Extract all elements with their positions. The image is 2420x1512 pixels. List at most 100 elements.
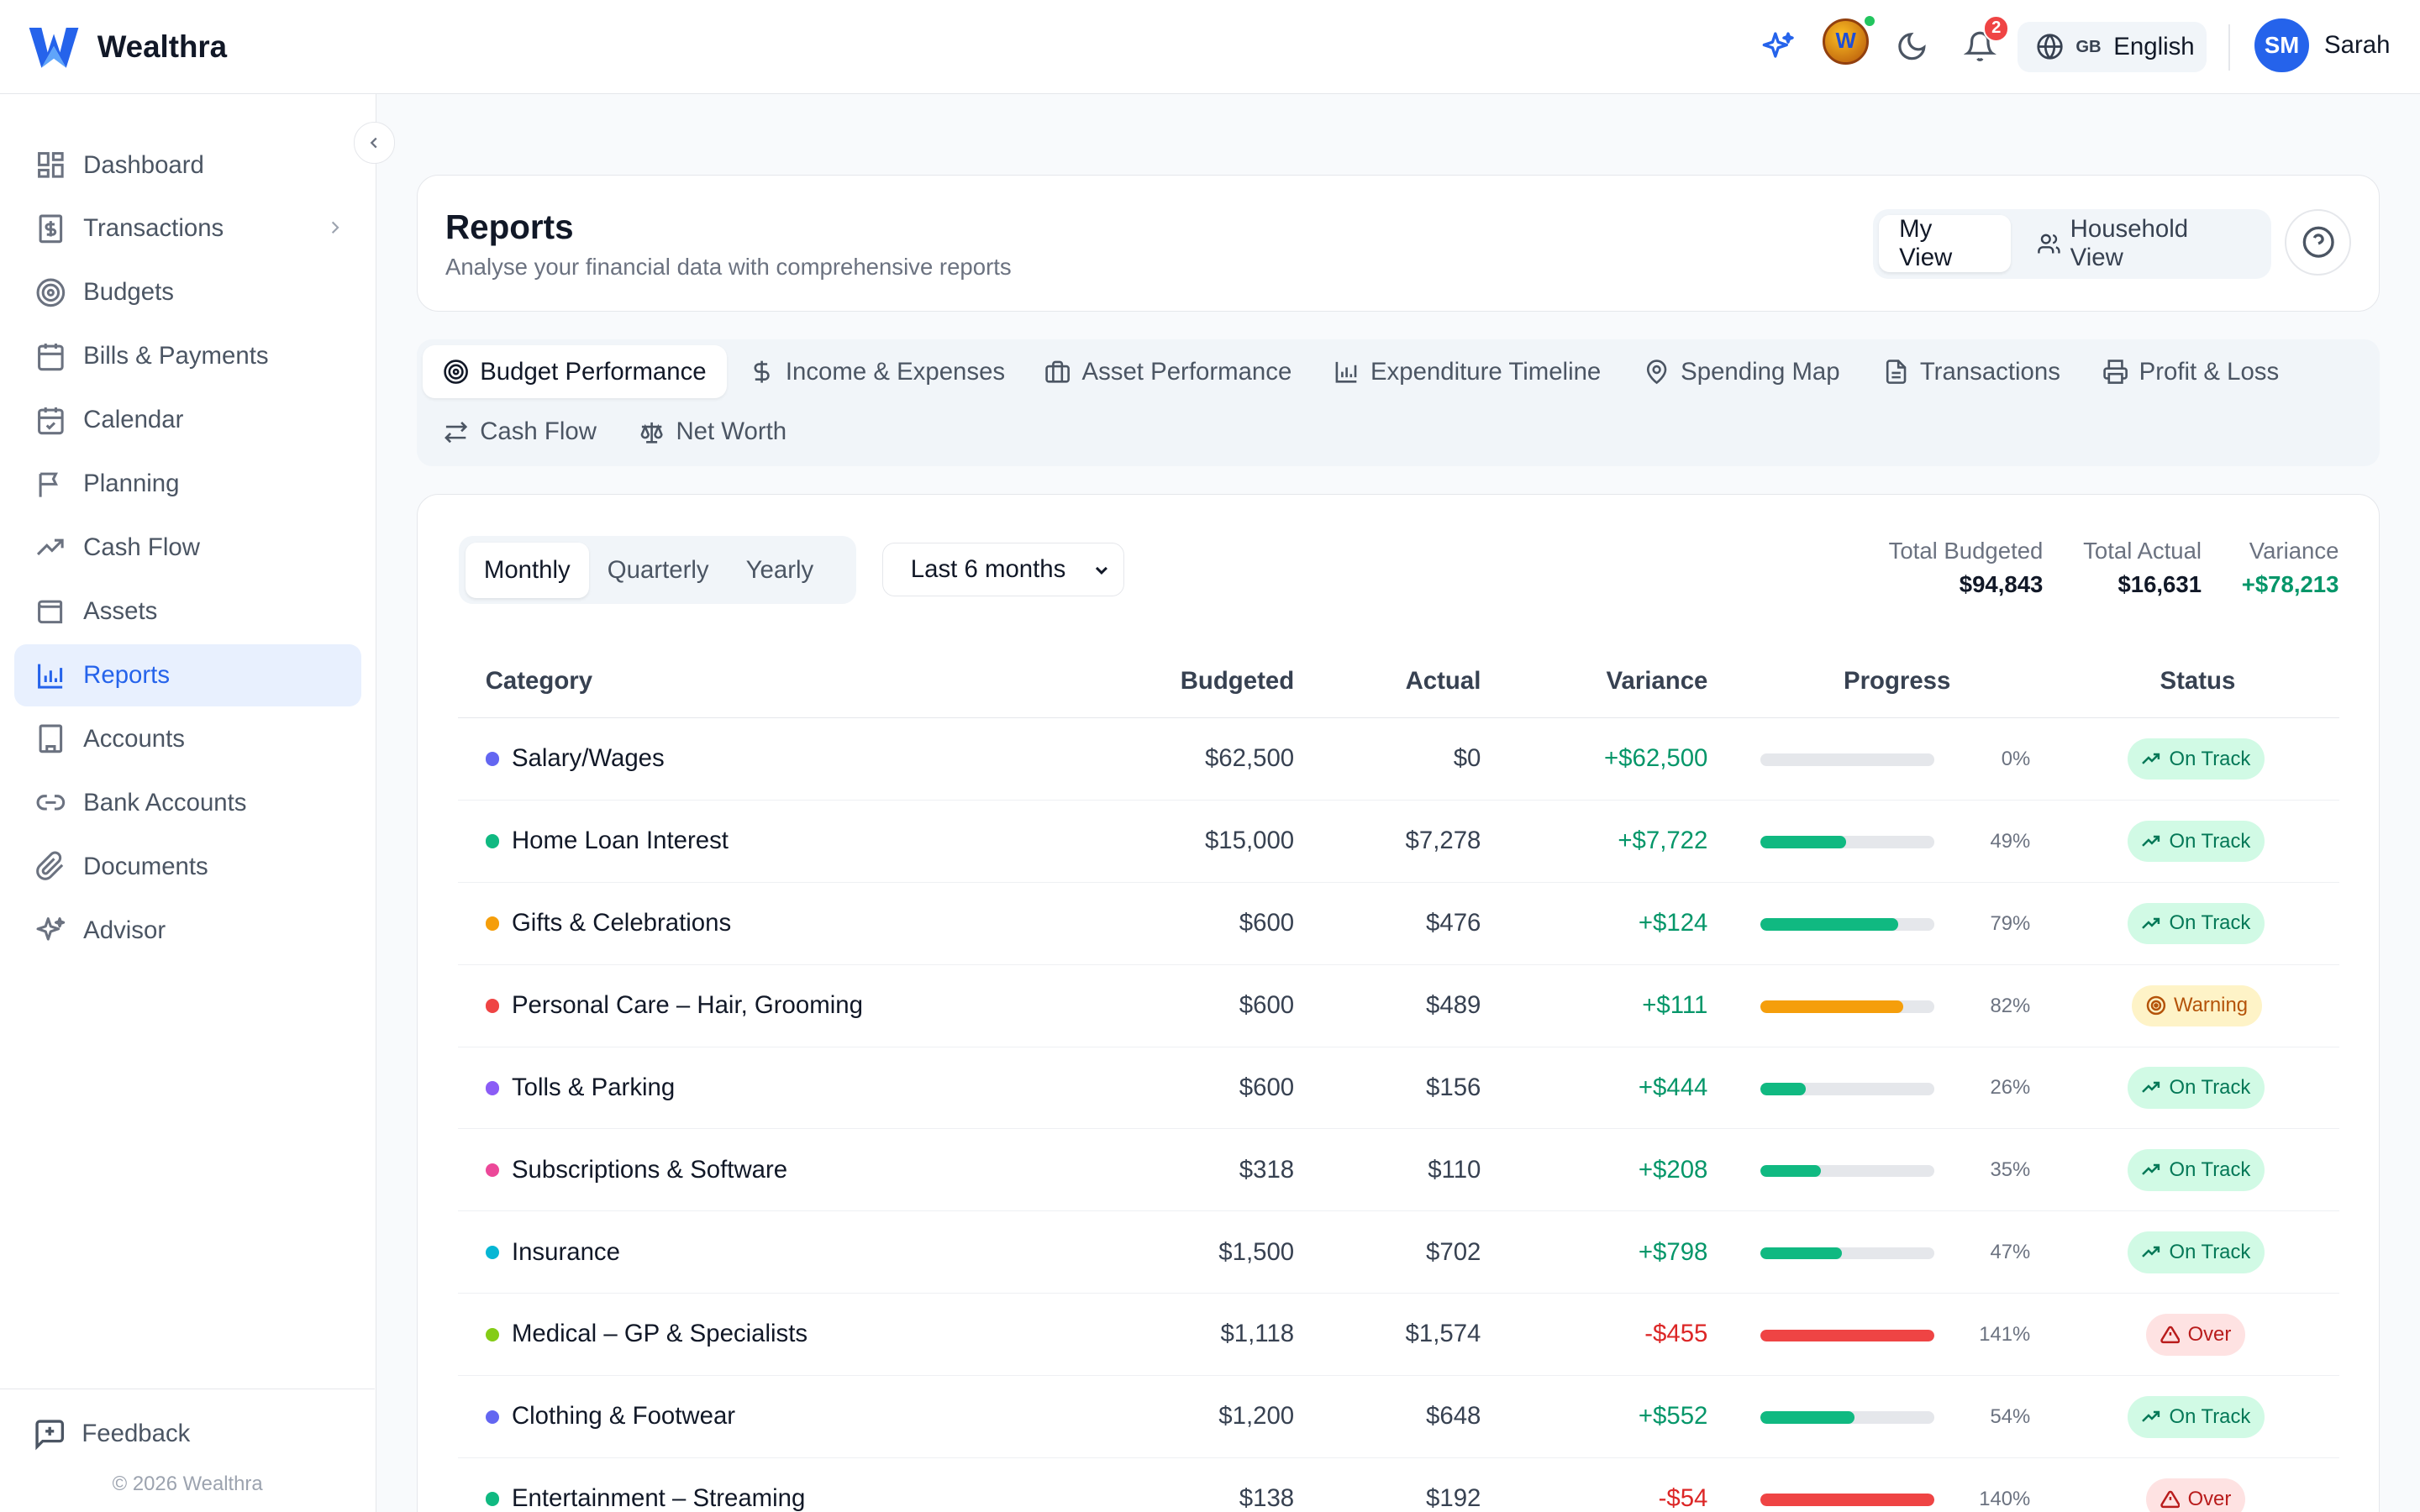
help-button[interactable]	[2285, 208, 2352, 276]
household-view-label: Household View	[2070, 215, 2189, 272]
progress-bar-fill	[1760, 1082, 1806, 1095]
budgeted-value: $318	[1239, 1155, 1295, 1184]
tab-expenditure-timeline[interactable]: Expenditure Timeline	[1313, 345, 1621, 397]
tab-asset-performance[interactable]: Asset Performance	[1025, 345, 1313, 397]
sidebar-item-bills-payments[interactable]: Bills & Payments	[14, 326, 361, 387]
header-variance[interactable]: Variance	[1606, 667, 1708, 696]
table-row[interactable]: Medical – GP & Specialists $1,118 $1,574 -$…	[457, 1294, 2339, 1377]
user-name: Sarah	[2324, 31, 2391, 60]
progress-bar	[1760, 918, 1935, 931]
progress-percent: 140%	[1979, 1487, 2031, 1510]
sidebar-item-calendar[interactable]: Calendar	[14, 389, 361, 450]
table-row[interactable]: Entertainment – Streaming $138 $192 -$54 140…	[458, 1458, 2339, 1512]
sidebar-item-transactions[interactable]: Transactions	[14, 198, 361, 260]
sidebar-item-cash-flow[interactable]: Cash Flow	[14, 517, 361, 578]
tab-budget-performance[interactable]: Budget Performance	[423, 345, 727, 398]
printer-icon	[2102, 360, 2128, 384]
table-row[interactable]: Clothing & Footwear $1,200 $648 +$552 54% On …	[457, 1376, 2339, 1459]
collapse-sidebar-button[interactable]	[353, 122, 396, 164]
progress-bar	[1760, 836, 1935, 848]
ai-sparkle-button[interactable]	[1760, 28, 1797, 65]
table-row[interactable]: Subscriptions & Software $318 $110 +$208 35%…	[457, 1129, 2339, 1212]
tab-spending-map[interactable]: Spending Map	[1623, 345, 1860, 397]
variance-value: +$62,500	[1604, 744, 1708, 773]
page-subtitle: Analyse your financial data with compreh…	[445, 254, 1012, 281]
language-label: English	[2113, 33, 2195, 60]
actual-value: $476	[1426, 909, 1481, 937]
status-label: On Track	[2169, 1241, 2251, 1264]
tab-label: Profit & Loss	[2139, 357, 2280, 386]
brand-name: Wealthra	[97, 29, 228, 64]
period-quarterly-button[interactable]: Quarterly	[607, 555, 709, 584]
progress-percent: 49%	[1990, 829, 2031, 853]
tab-profit-loss[interactable]: Profit & Loss	[2082, 345, 2299, 397]
bar-chart-icon	[38, 664, 63, 689]
sidebar-item-bank-accounts[interactable]: Bank Accounts	[14, 772, 361, 833]
notifications-count-badge: 2	[1983, 15, 2010, 42]
trend-up-icon	[2142, 753, 2160, 764]
table-row[interactable]: Gifts & Celebrations $600 $476 +$124 79% On T…	[457, 883, 2339, 965]
tab-net-worth[interactable]: Net Worth	[619, 406, 808, 458]
household-view-button[interactable]: Household View	[2017, 215, 2265, 272]
sidebar-item-reports[interactable]: Reports	[13, 644, 361, 706]
category-color-dot	[485, 1163, 500, 1178]
category-color-dot	[485, 1327, 500, 1342]
bell-icon	[1964, 31, 1996, 61]
period-monthly-button[interactable]: Monthly	[465, 542, 589, 598]
tab-label: Spending Map	[1681, 357, 1840, 386]
feedback-button[interactable]: Feedback	[33, 1417, 190, 1451]
progress-percent: 0%	[2001, 747, 2031, 770]
total-variance: Variance +$78,213	[2242, 538, 2339, 597]
table-row[interactable]: Salary/Wages $62,500 $0 +$62,500 0% On Track	[457, 718, 2339, 801]
tab-cash-flow[interactable]: Cash Flow	[423, 406, 617, 458]
date-range-select[interactable]: Last 6 months	[881, 542, 1125, 596]
sidebar-item-documents[interactable]: Documents	[14, 836, 361, 897]
header-budgeted[interactable]: Budgeted	[1180, 667, 1295, 696]
budgeted-value: $62,500	[1204, 744, 1295, 773]
sparkle-icon	[1762, 32, 1794, 58]
brand[interactable]: Wealthra	[26, 18, 227, 74]
category-color-dot	[485, 999, 500, 1013]
table-row[interactable]: Personal Care – Hair, Grooming $600 $489 +$…	[457, 965, 2339, 1047]
user-menu-button[interactable]: SM Sarah	[2254, 18, 2391, 73]
message-plus-icon	[34, 1420, 64, 1451]
theme-toggle-button[interactable]	[1894, 28, 1931, 65]
table-row[interactable]: Insurance $1,500 $702 +$798 47% On Track	[457, 1211, 2339, 1294]
help-circle-icon	[2302, 226, 2334, 258]
total-variance-label: Variance	[2249, 538, 2339, 564]
table-row[interactable]: Home Loan Interest $15,000 $7,278 +$7,722 49…	[457, 801, 2339, 883]
rewards-coin-button[interactable]: W	[1823, 18, 1870, 66]
category-color-dot	[485, 834, 500, 848]
my-view-button[interactable]: My View	[1879, 215, 2011, 273]
wallet-icon	[38, 600, 63, 623]
language-selector[interactable]: GB English	[2017, 21, 2207, 73]
sidebar-item-dashboard[interactable]: Dashboard	[14, 134, 361, 196]
sidebar-nav: Dashboard Transactions Budgets Bills & P…	[13, 134, 361, 963]
progress-bar	[1760, 1494, 1935, 1506]
status-badge: Over	[2146, 1478, 2245, 1512]
sidebar-item-label: Dashboard	[83, 150, 204, 179]
actual-value: $0	[1453, 744, 1481, 773]
tab-transactions[interactable]: Transactions	[1863, 345, 2081, 397]
notifications-button[interactable]	[1961, 28, 1998, 65]
sidebar-item-assets[interactable]: Assets	[14, 580, 361, 642]
table-row[interactable]: Tolls & Parking $600 $156 +$444 26% On Track	[457, 1047, 2339, 1130]
status-label: On Track	[2169, 747, 2251, 770]
status-label: Over	[2187, 1487, 2232, 1510]
sidebar-item-planning[interactable]: Planning	[14, 453, 361, 514]
header-actual[interactable]: Actual	[1405, 667, 1481, 696]
period-yearly-button[interactable]: Yearly	[745, 555, 814, 584]
header-divider	[2228, 24, 2231, 71]
sidebar-item-budgets[interactable]: Budgets	[14, 262, 361, 323]
alert-triangle-icon	[2160, 1326, 2181, 1344]
tab-income-expenses[interactable]: Income & Expenses	[729, 345, 1025, 397]
date-range-value: Last 6 months	[910, 554, 1066, 583]
actual-value: $702	[1426, 1237, 1481, 1266]
variance-value: +$7,722	[1618, 827, 1708, 855]
bar-chart-icon	[1335, 361, 1357, 383]
sidebar-item-accounts[interactable]: Accounts	[14, 708, 361, 769]
header-category[interactable]: Category	[485, 667, 593, 696]
sidebar-item-advisor[interactable]: Advisor	[14, 900, 361, 961]
reports-header-card: Reports Analyse your financial data with…	[416, 174, 2381, 312]
budgeted-value: $600	[1239, 990, 1295, 1019]
